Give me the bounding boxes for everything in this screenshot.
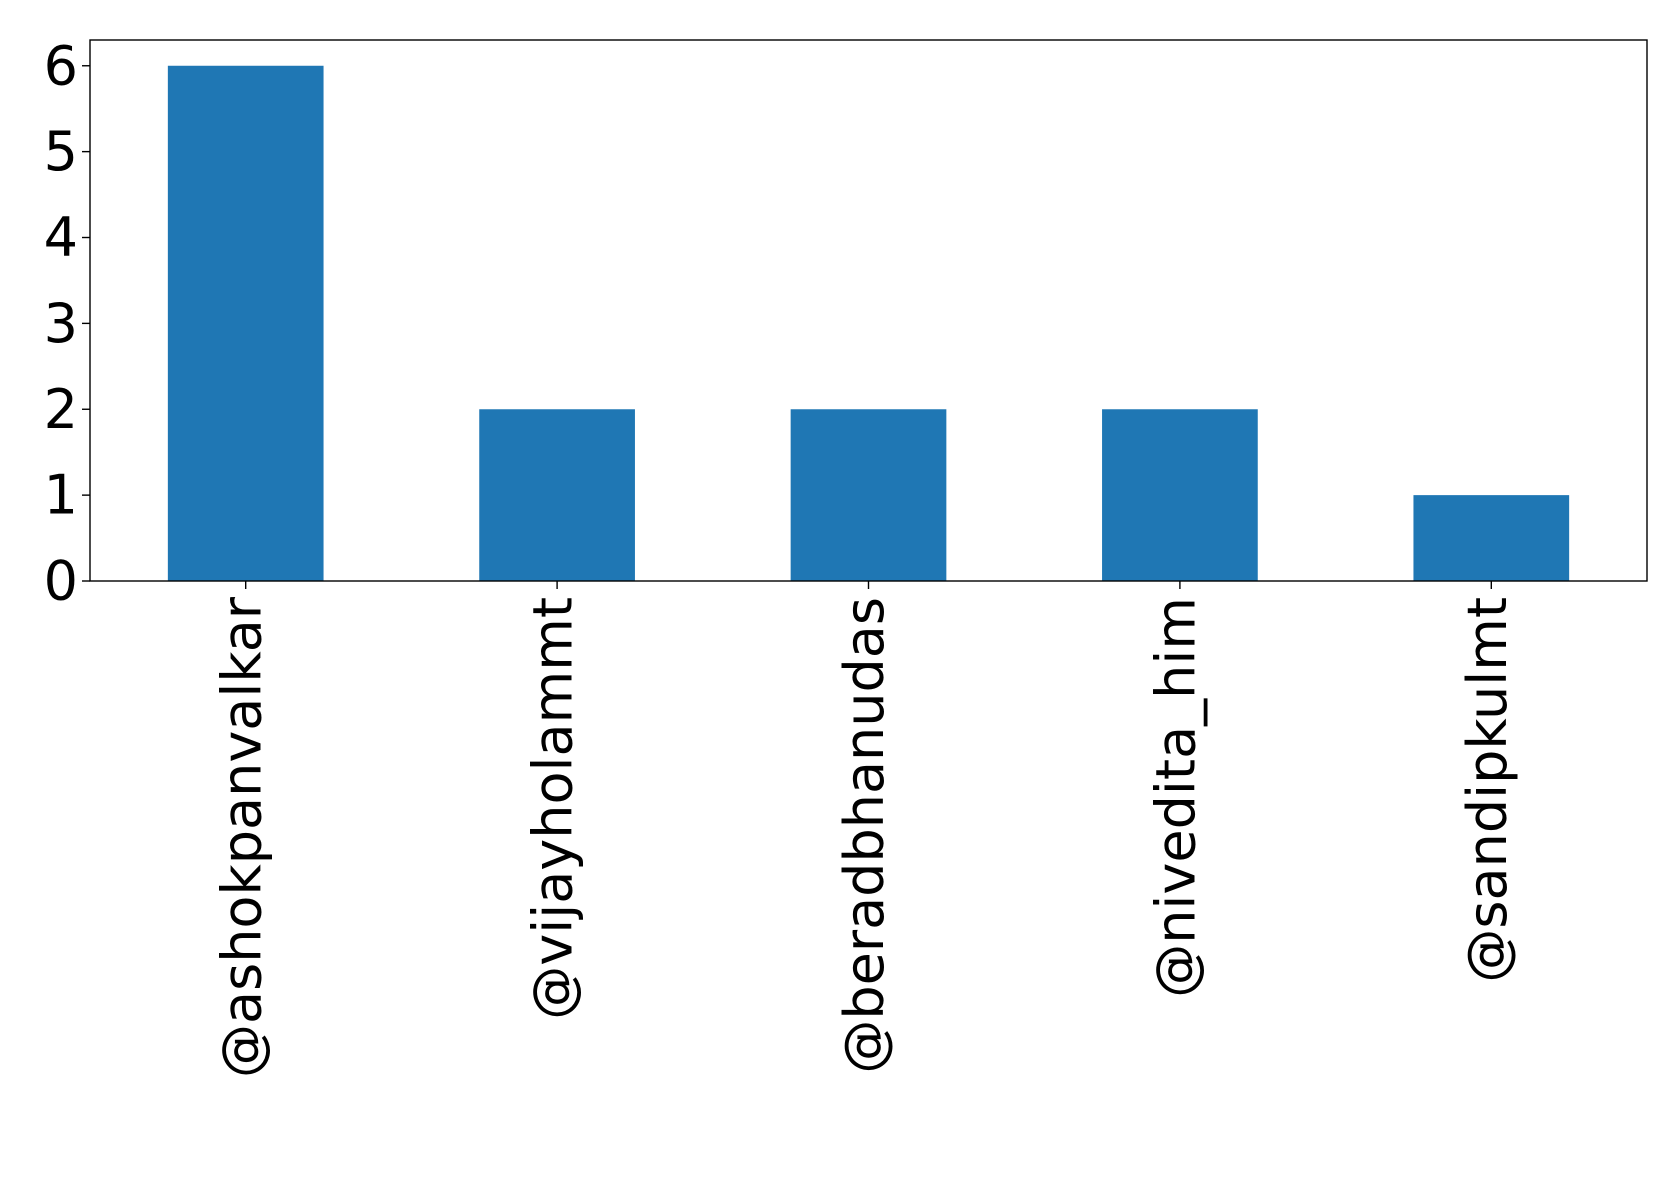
bar-0 — [167, 65, 324, 581]
y-tick-label: 4 — [44, 206, 78, 269]
bars-layer — [167, 65, 1570, 581]
x-axis: @ashokpanvalkar @vijayholammt @beradbhanud… — [210, 581, 1519, 1078]
plot-area-frame — [89, 39, 1648, 582]
y-tick-label: 2 — [44, 378, 78, 441]
bar-1 — [479, 409, 635, 581]
x-tick-label: @sandipkulmt — [1456, 597, 1519, 983]
bar-2 — [790, 409, 947, 581]
x-tick-label: @vijayholammt — [522, 597, 585, 1020]
y-tick-label: 5 — [44, 120, 78, 183]
y-tick-label: 6 — [44, 34, 78, 97]
bar-4 — [1413, 495, 1570, 581]
y-axis: 0 1 2 3 4 5 6 — [44, 34, 90, 613]
y-tick-label: 1 — [44, 464, 78, 527]
x-tick-label: @beradbhanudas — [833, 597, 896, 1074]
y-tick-label: 3 — [44, 292, 78, 355]
y-tick-label: 0 — [44, 550, 78, 613]
bar-3 — [1102, 409, 1258, 581]
x-tick-label: @ashokpanvalkar — [210, 596, 273, 1078]
x-tick-label: @nivedita_him — [1145, 597, 1208, 998]
